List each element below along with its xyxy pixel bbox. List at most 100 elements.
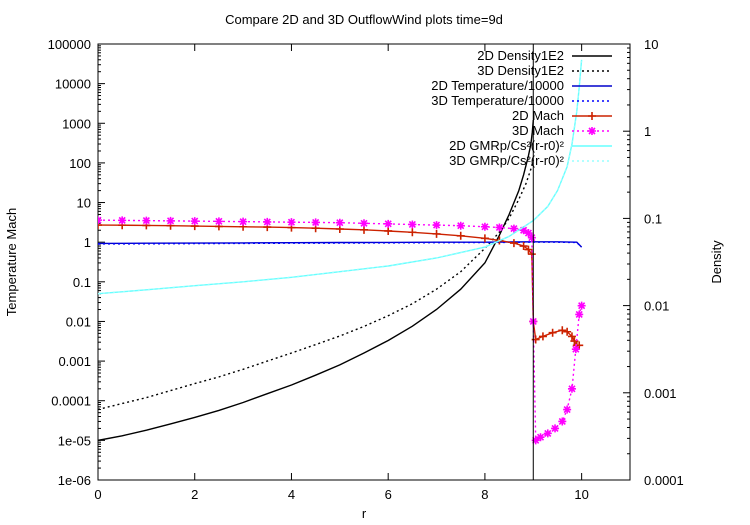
legend-label: 3D GMRp/Cs²(r-r0)² <box>449 153 564 168</box>
y-tick-label: 100 <box>69 156 91 171</box>
x-axis-title: r <box>362 506 367 521</box>
series-line <box>98 219 583 442</box>
data-point <box>558 326 567 335</box>
data-point <box>335 218 344 227</box>
y-tick-label: 1e-05 <box>58 433 91 448</box>
data-point <box>543 429 552 438</box>
y-tick-label: 10 <box>77 196 91 211</box>
y-tick-label: 1e-06 <box>58 473 91 488</box>
data-point <box>311 218 320 227</box>
data-point <box>563 405 572 414</box>
x-tick-label: 4 <box>288 487 295 502</box>
y-tick-label: 0.01 <box>66 314 91 329</box>
data-point <box>567 384 576 393</box>
x-tick-label: 8 <box>481 487 488 502</box>
series-layer <box>98 44 586 480</box>
series-2 <box>98 159 534 411</box>
series-1 <box>98 120 534 442</box>
y2-axis-title: Density <box>709 240 724 284</box>
data-point <box>214 217 223 226</box>
x-tick-label: 0 <box>94 487 101 502</box>
data-point <box>118 216 127 225</box>
series-6 <box>98 216 586 445</box>
y2-tick-label: 0.0001 <box>644 473 684 488</box>
data-point <box>567 332 576 341</box>
data-point <box>166 216 175 225</box>
y-tick-label: 0.0001 <box>51 394 91 409</box>
data-point <box>524 245 533 254</box>
series-line <box>98 120 534 442</box>
y2-tick-label: 10 <box>644 37 658 52</box>
data-point <box>531 436 540 445</box>
data-point <box>570 337 579 346</box>
legend-label: 3D Density1E2 <box>477 63 564 78</box>
legend-item: 3D GMRp/Cs²(r-r0)² <box>449 153 612 168</box>
data-point <box>536 433 545 442</box>
y-tick-label: 1 <box>84 235 91 250</box>
data-point <box>408 228 417 237</box>
legend-item: 3D Mach <box>512 123 612 138</box>
data-point <box>563 327 572 336</box>
data-point <box>432 229 441 238</box>
plot-frame <box>97 43 631 481</box>
data-point <box>495 223 504 232</box>
y2-tick-label: 0.01 <box>644 299 669 314</box>
data-point <box>360 219 368 228</box>
data-point <box>509 239 518 248</box>
series-line <box>98 159 534 411</box>
y-tick-label: 10000 <box>55 77 91 92</box>
legend-label: 3D Mach <box>512 123 564 138</box>
series-line <box>98 59 583 295</box>
y-tick-label: 0.001 <box>58 354 91 369</box>
x-tick-label: 2 <box>191 487 198 502</box>
legend-label: 3D Temperature/10000 <box>431 93 564 108</box>
x-tick-label: 10 <box>574 487 588 502</box>
legend-item: 3D Temperature/10000 <box>431 93 612 108</box>
legend-item: 2D GMRp/Cs²(r-r0)² <box>449 138 612 153</box>
legend-label: 2D GMRp/Cs²(r-r0)² <box>449 138 564 153</box>
y-tick-label: 1000 <box>62 116 91 131</box>
series-4 <box>98 241 583 248</box>
data-point <box>577 301 586 310</box>
data-point <box>432 221 441 230</box>
data-point <box>575 310 584 319</box>
data-point <box>239 217 248 226</box>
legend-item: 2D Mach <box>512 108 612 123</box>
data-point <box>456 231 465 240</box>
x-tick-label: 6 <box>385 487 392 502</box>
data-point <box>519 242 528 251</box>
data-point <box>480 222 489 231</box>
data-point <box>571 345 580 354</box>
data-point <box>480 234 489 243</box>
data-point <box>456 221 465 230</box>
legend-marker <box>588 127 596 135</box>
data-point <box>263 217 272 226</box>
y-tick-label: 0.1 <box>73 275 91 290</box>
data-point <box>527 233 536 242</box>
legend-marker <box>588 112 596 120</box>
legend-item: 2D Temperature/10000 <box>431 78 612 93</box>
data-point <box>142 216 151 225</box>
data-point <box>509 224 518 233</box>
legend-label: 2D Mach <box>512 108 564 123</box>
legend-item: 3D Density1E2 <box>477 63 612 78</box>
y-tick-label: 100000 <box>48 37 91 52</box>
data-point <box>98 221 102 230</box>
y-axis-title: Temperature Mach <box>4 208 19 316</box>
data-point <box>384 219 393 228</box>
data-point <box>287 218 296 227</box>
chart-title: Compare 2D and 3D OutflowWind plots time… <box>225 12 503 27</box>
y2-tick-label: 1 <box>644 124 651 139</box>
data-point <box>408 220 417 229</box>
legend-item: 2D Density1E2 <box>477 48 612 63</box>
data-point <box>538 332 547 341</box>
axis-ticks: 0 2 4 6 8 101e-061e-050.00010.0010.010.111010… <box>48 37 684 502</box>
data-point <box>98 216 102 225</box>
y2-tick-label: 0.1 <box>644 211 662 226</box>
series-7 <box>98 59 583 295</box>
data-point <box>558 417 567 426</box>
data-point <box>548 328 557 337</box>
y2-tick-label: 0.001 <box>644 386 677 401</box>
